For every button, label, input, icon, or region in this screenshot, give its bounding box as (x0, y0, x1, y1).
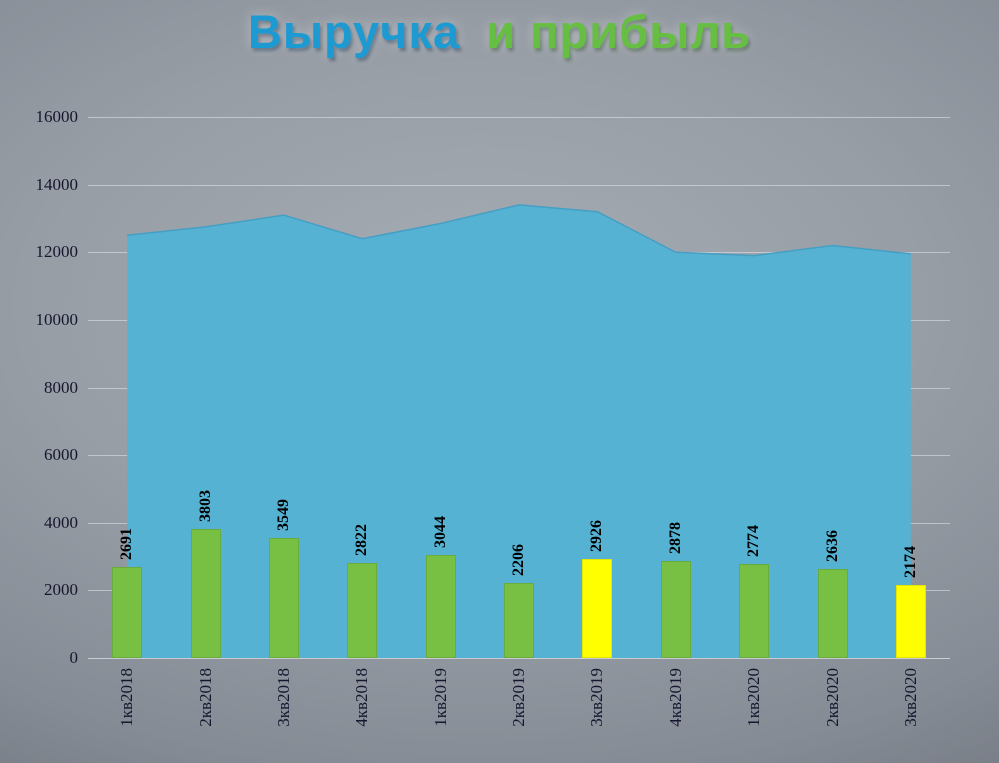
y-axis-tick-label: 14000 (35, 174, 79, 194)
y-axis-tick-label: 16000 (35, 107, 79, 126)
title-profit-part: и прибыль (486, 5, 752, 58)
y-axis-tick-label: 0 (69, 648, 79, 667)
bar-value-label: 2206 (510, 544, 527, 577)
profit-bar-3кв2018 (268, 538, 299, 658)
y-axis: 0 2000 4000 6000 8000 10000 12000 14000 16000 (0, 107, 79, 667)
x-axis-label-2кв2020: 2кв2020 (822, 668, 842, 727)
x-axis-label-3кв2020: 3кв2020 (900, 668, 920, 727)
bar-value-label: 3549 (274, 499, 292, 531)
plot-area: 2691 3803 3549 2822 3044 2206 2926 2878 2774 2636… (88, 117, 950, 659)
bar-value-label: 2691 (118, 528, 136, 560)
x-axis-label-2кв2018: 2кв2018 (195, 668, 215, 727)
x-axis-label-4кв2018: 4кв2018 (352, 668, 372, 727)
profit-bar-1кв2019 (425, 555, 456, 658)
bar-value-label: 2636 (823, 529, 841, 562)
bar-value-label: 3044 (431, 516, 449, 549)
gridline (88, 184, 950, 186)
x-axis-label-4кв2019: 4кв2019 (665, 668, 685, 727)
y-axis-tick-label: 12000 (35, 242, 79, 262)
profit-bar-3кв2019 (582, 559, 613, 658)
chart-title: Выручка и прибыль (0, 4, 999, 59)
bar-value-label: 2174 (901, 545, 919, 578)
gridline (88, 117, 950, 118)
profit-bar-2кв2018 (190, 529, 221, 658)
y-axis-tick-label: 2000 (44, 580, 78, 600)
x-axis-label-1кв2019: 1кв2019 (430, 668, 450, 727)
bar-value-label: 2878 (666, 521, 684, 554)
revenue-area-shape (127, 204, 911, 658)
profit-bar-1кв2018 (112, 567, 143, 658)
profit-bars-layer: 2691 3803 3549 2822 3044 2206 2926 2878 2774 2636… (88, 117, 950, 658)
y-axis-tick-label: 10000 (35, 309, 79, 329)
x-axis-label-2кв2019: 2кв2019 (509, 668, 528, 727)
y-axis-tick-label: 8000 (44, 377, 78, 397)
revenue-area-top-edge (127, 204, 911, 257)
bar-value-label: 2822 (353, 523, 371, 556)
bar-value-label: 3803 (196, 490, 214, 523)
revenue-area-series (127, 204, 911, 658)
x-axis-label-1кв2018: 1кв2018 (117, 668, 137, 727)
bar-value-label: 2926 (588, 520, 606, 553)
profit-bar-4кв2019 (660, 560, 691, 658)
profit-bar-3кв2020 (895, 584, 926, 658)
x-axis-label-3кв2018: 3кв2018 (273, 668, 293, 727)
y-axis-tick-label: 4000 (44, 512, 78, 532)
profit-bar-2кв2020 (817, 568, 848, 658)
x-axis-label-3кв2019: 3кв2019 (587, 668, 607, 727)
y-axis-tick-label: 6000 (44, 445, 78, 465)
profit-bar-4кв2018 (347, 562, 378, 658)
profit-bar-2кв2019 (504, 583, 534, 658)
profit-bar-1кв2020 (739, 564, 770, 658)
bar-value-label: 2774 (745, 525, 763, 558)
title-revenue-part: Выручка (247, 5, 461, 58)
x-axis: 1кв2018 2кв2018 3кв2018 4кв2018 1кв2019 2кв20… (88, 659, 950, 759)
x-axis-label-1кв2020: 1кв2020 (744, 668, 764, 727)
